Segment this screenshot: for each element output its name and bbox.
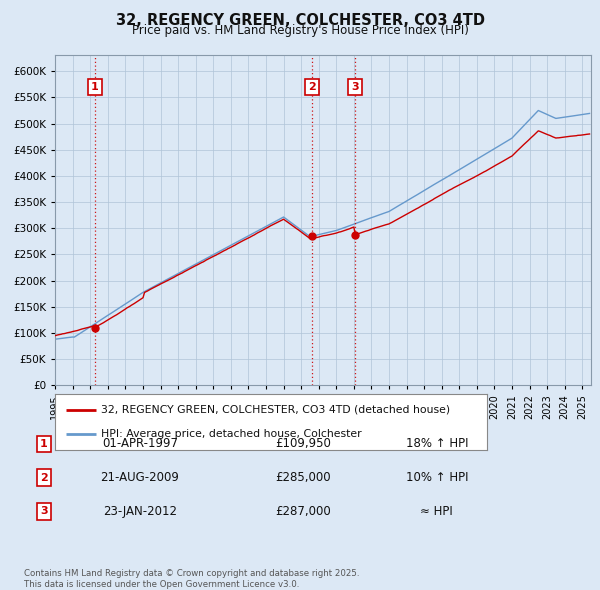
Text: Price paid vs. HM Land Registry's House Price Index (HPI): Price paid vs. HM Land Registry's House … [131, 24, 469, 37]
Text: Contains HM Land Registry data © Crown copyright and database right 2025.
This d: Contains HM Land Registry data © Crown c… [24, 569, 359, 589]
Text: 32, REGENCY GREEN, COLCHESTER, CO3 4TD (detached house): 32, REGENCY GREEN, COLCHESTER, CO3 4TD (… [101, 405, 449, 415]
Text: 1: 1 [91, 82, 98, 92]
Text: 18% ↑ HPI: 18% ↑ HPI [406, 437, 468, 451]
Text: HPI: Average price, detached house, Colchester: HPI: Average price, detached house, Colc… [101, 430, 361, 440]
Text: 10% ↑ HPI: 10% ↑ HPI [406, 471, 468, 484]
Text: 3: 3 [40, 506, 48, 516]
Text: 21-AUG-2009: 21-AUG-2009 [101, 471, 179, 484]
Text: 3: 3 [351, 82, 359, 92]
Text: 01-APR-1997: 01-APR-1997 [102, 437, 178, 451]
Text: 2: 2 [40, 473, 48, 483]
Text: 2: 2 [308, 82, 316, 92]
Text: 23-JAN-2012: 23-JAN-2012 [103, 504, 177, 518]
Text: £109,950: £109,950 [275, 437, 331, 451]
Text: ≈ HPI: ≈ HPI [421, 504, 453, 518]
Text: 1: 1 [40, 439, 48, 449]
Text: £287,000: £287,000 [275, 504, 331, 518]
Text: £285,000: £285,000 [275, 471, 331, 484]
Text: 32, REGENCY GREEN, COLCHESTER, CO3 4TD: 32, REGENCY GREEN, COLCHESTER, CO3 4TD [115, 13, 485, 28]
